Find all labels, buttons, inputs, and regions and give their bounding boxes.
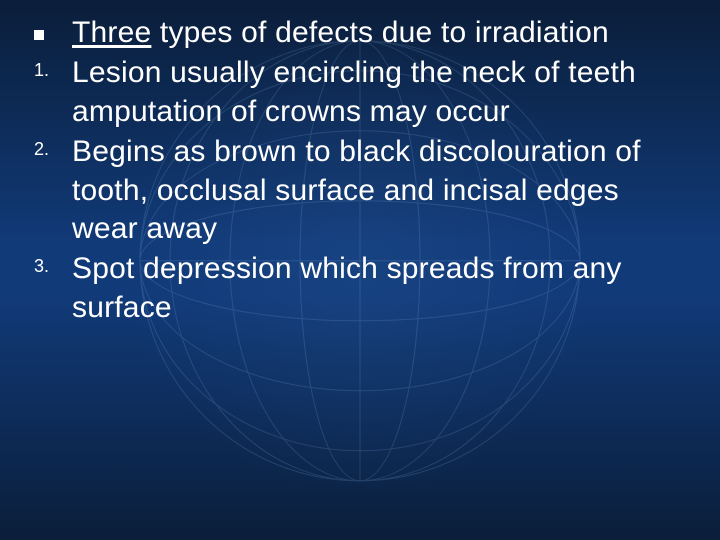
underlined-word: Three (72, 16, 151, 49)
bullet-square-icon (34, 14, 72, 45)
list-item: 3. Spot depression which spreads from an… (34, 250, 692, 327)
list-item-text: Three types of defects due to irradiatio… (72, 14, 692, 52)
slide-background: Three types of defects due to irradiatio… (0, 0, 720, 540)
text-rest: types of defects due to irradiation (151, 16, 608, 49)
list-number: 2. (34, 133, 72, 160)
list-number: 3. (34, 250, 72, 277)
list-item-text: Begins as brown to black discolouration … (72, 133, 692, 248)
list-item-text: Spot depression which spreads from any s… (72, 250, 692, 327)
list-number: 1. (34, 54, 72, 81)
slide-content: Three types of defects due to irradiatio… (34, 14, 692, 520)
list-item-text: Lesion usually encircling the neck of te… (72, 54, 692, 131)
list-item: 1. Lesion usually encircling the neck of… (34, 54, 692, 131)
list-item: Three types of defects due to irradiatio… (34, 14, 692, 52)
list-item: 2. Begins as brown to black discolourati… (34, 133, 692, 248)
